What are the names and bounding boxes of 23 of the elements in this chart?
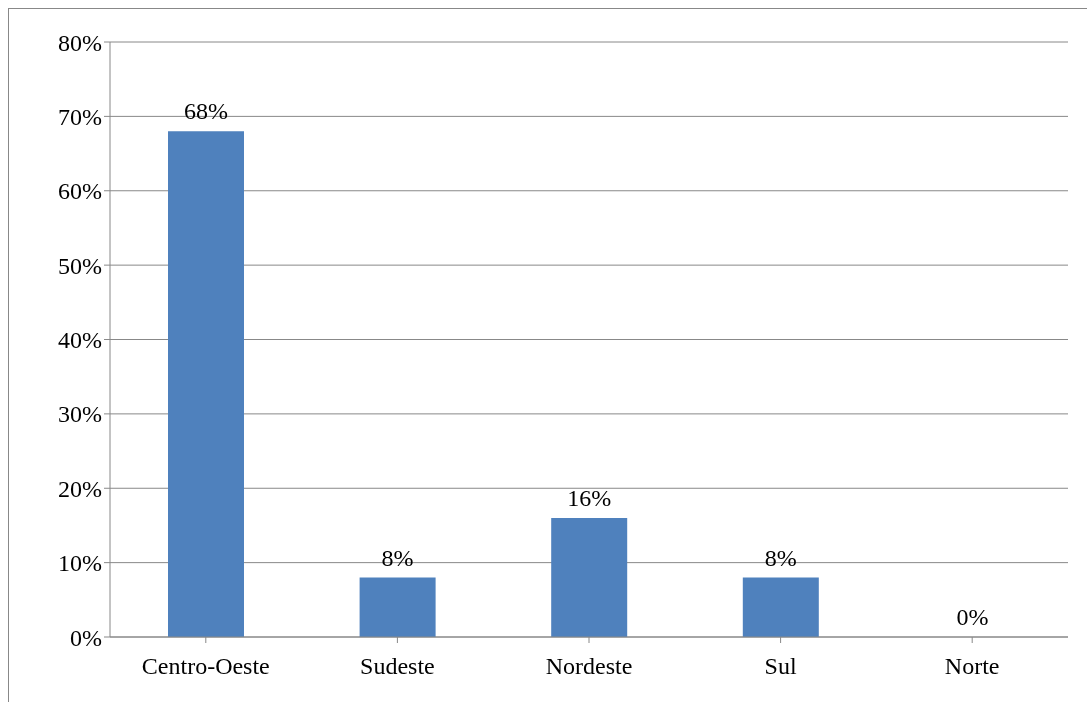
x-tick-label: Nordeste (545, 653, 633, 680)
y-tick-label: 10% (58, 550, 102, 577)
data-label: 8% (381, 544, 414, 571)
data-label: 0% (956, 604, 989, 630)
x-tick-label: Norte (944, 653, 1000, 680)
y-tick-label: 20% (58, 475, 102, 502)
bar (742, 577, 819, 637)
y-tick-label: 40% (58, 327, 102, 354)
y-tick-label: 50% (58, 252, 102, 279)
x-tick-label: Sudeste (360, 653, 435, 680)
y-tick-label: 80% (58, 29, 102, 56)
y-tick-label: 30% (58, 401, 102, 428)
y-tick-label: 60% (58, 178, 102, 205)
y-tick-label: 0% (70, 624, 102, 651)
y-tick-label: 70% (58, 103, 102, 130)
bar (168, 131, 244, 637)
bar (359, 577, 436, 637)
data-label: 68% (184, 98, 228, 125)
x-tick-label: Sul (764, 653, 797, 680)
data-label: 16% (567, 485, 612, 511)
bar (551, 518, 628, 637)
data-label: 8% (764, 544, 797, 571)
x-tick-label: Centro-Oeste (141, 653, 270, 680)
